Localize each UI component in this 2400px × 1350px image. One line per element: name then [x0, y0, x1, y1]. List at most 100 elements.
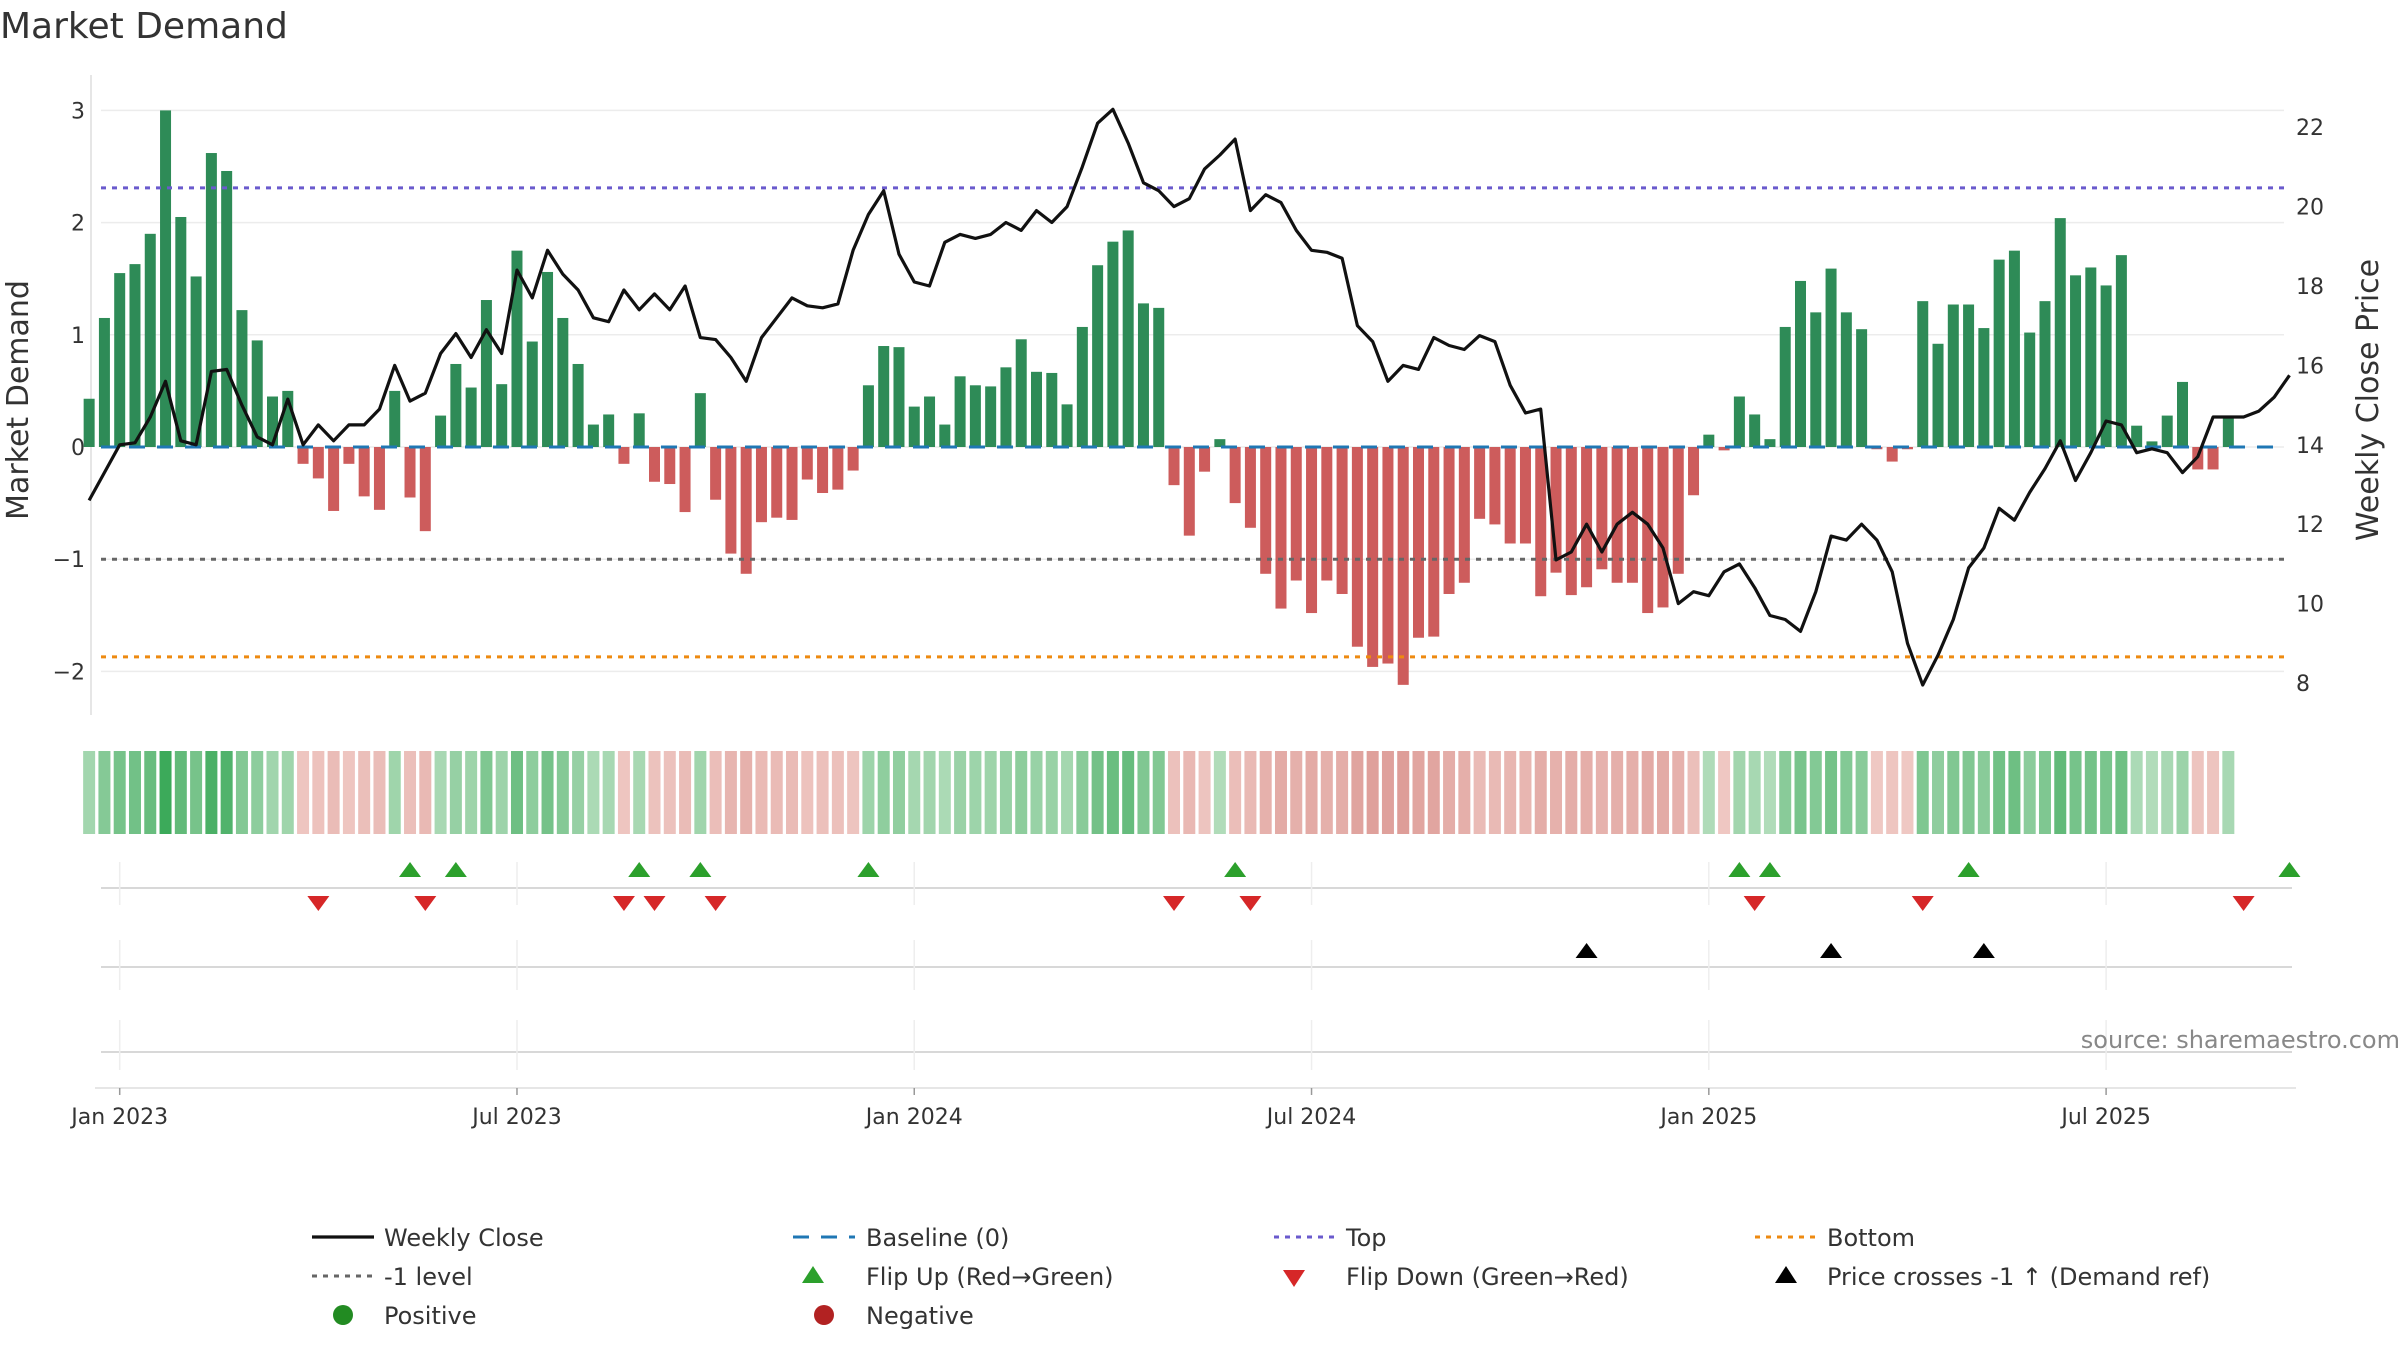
event-markers	[307, 862, 2301, 958]
heat-strip-cell	[1779, 751, 1792, 834]
demand-bar	[98, 317, 110, 447]
demand-bar	[1076, 326, 1088, 447]
demand-bar	[1519, 447, 1531, 544]
demand-bar	[1779, 326, 1791, 447]
demand-bar	[1657, 447, 1669, 608]
demand-bar	[1947, 304, 1959, 447]
heat-strip-cell	[220, 751, 233, 834]
left-tick-label: −2	[53, 660, 85, 685]
demand-bar	[1382, 447, 1394, 664]
demand-bar	[435, 415, 447, 447]
heat-strip-cell	[1290, 751, 1303, 834]
demand-bar	[1000, 367, 1012, 447]
heat-strip-cell	[2115, 751, 2128, 834]
demand-bar	[160, 110, 172, 448]
heat-strip-cell	[419, 751, 432, 834]
heat-strip-cell	[862, 751, 875, 834]
heat-strip-cell	[572, 751, 585, 834]
heat-strip-cell	[1381, 751, 1394, 834]
heat-strip-cell	[373, 751, 386, 834]
demand-bar	[1336, 447, 1348, 594]
demand-bar	[542, 271, 554, 447]
heat-strip-cell	[2130, 751, 2143, 834]
demand-bar	[526, 341, 538, 447]
demand-bar	[465, 387, 477, 447]
heat-strip-cell	[1687, 751, 1700, 834]
demand-bar	[832, 447, 844, 490]
demand-bar	[282, 390, 294, 447]
demand-bar	[2054, 218, 2066, 447]
demand-bar	[924, 396, 936, 447]
heat-strip-cell	[297, 751, 310, 834]
heat-strip-cell	[1351, 751, 1364, 834]
demand-bar	[343, 447, 355, 464]
heat-strip-cell	[1091, 751, 1104, 834]
left-tick-label: 0	[71, 436, 85, 461]
demand-bar	[1015, 339, 1027, 447]
demand-bar	[908, 406, 920, 447]
heat-strip-cell	[1030, 751, 1043, 834]
demand-bar	[694, 393, 706, 447]
heat-strip-cell	[984, 751, 997, 834]
demand-bar	[893, 347, 905, 447]
demand-bar	[1688, 447, 1700, 496]
heat-strip-cell	[999, 751, 1012, 834]
heat-strip-cell	[480, 751, 493, 834]
heat-strip-cell	[724, 751, 737, 834]
heat-strip-cell	[113, 751, 126, 834]
heat-strip-cell	[1473, 751, 1486, 834]
demand-bar	[969, 385, 981, 447]
flip-up-marker	[1728, 862, 1751, 877]
demand-bar	[633, 413, 645, 447]
heat-strip-cell	[923, 751, 936, 834]
heat-strip-cell	[1106, 751, 1119, 834]
demand-bar	[801, 447, 813, 480]
left-tick-label: 3	[71, 99, 85, 124]
right-axis-ticks: 22 20 18 16 14 12 10 8	[2296, 116, 2324, 697]
heat-strip-cell	[2023, 751, 2036, 834]
heat-strip-cell	[1870, 751, 1883, 834]
heat-strip-cell	[1656, 751, 1669, 834]
legend-weekly-close: Weekly Close	[384, 1224, 544, 1252]
heat-strip-cell	[2069, 751, 2082, 834]
flip-up-marker	[689, 862, 712, 877]
demand-bar	[2024, 332, 2036, 447]
flip-up-marker	[1224, 862, 1247, 877]
demand-bar	[83, 398, 95, 447]
heat-strip-cell	[1702, 751, 1715, 834]
demand-bar	[1306, 447, 1318, 614]
heat-strip-cell	[1488, 751, 1501, 834]
heat-strip-cell	[679, 751, 692, 834]
demand-bar	[2177, 381, 2188, 447]
heat-strip-cell	[541, 751, 554, 834]
heat-strip-cell	[694, 751, 707, 834]
left-axis-ticks: 3 2 1 0 −1 −2	[53, 99, 85, 685]
heat-strip-cell	[495, 751, 508, 834]
flip-up-marker	[857, 862, 880, 877]
demand-bar	[2085, 267, 2097, 447]
heat-strip-cell	[831, 751, 844, 834]
heat-strip-cell	[556, 751, 569, 834]
demand-bar	[144, 233, 156, 447]
heat-strip-cell	[2100, 751, 2113, 834]
demand-bar	[2131, 425, 2143, 447]
demand-bar	[710, 447, 722, 500]
heat-strip-cell	[159, 751, 172, 834]
demand-bar	[1122, 230, 1134, 447]
heat-strip-cell	[128, 751, 141, 834]
heat-strip-cell	[1794, 751, 1807, 834]
demand-bar	[771, 447, 783, 518]
demand-bar	[1550, 447, 1562, 573]
demand-bar	[267, 396, 278, 447]
heat-strip-cell	[1886, 751, 1899, 834]
demand-bar	[878, 346, 890, 447]
demand-bar	[1565, 447, 1577, 596]
demand-bar	[817, 447, 829, 494]
right-tick-label: 10	[2296, 593, 2324, 618]
heat-strip-cell	[1336, 751, 1349, 834]
heat-strip-cell	[2191, 751, 2204, 834]
heat-strip-cell	[1213, 751, 1226, 834]
demand-bar	[1183, 447, 1195, 536]
x-tick-label: Jan 2025	[1658, 1105, 1757, 1130]
